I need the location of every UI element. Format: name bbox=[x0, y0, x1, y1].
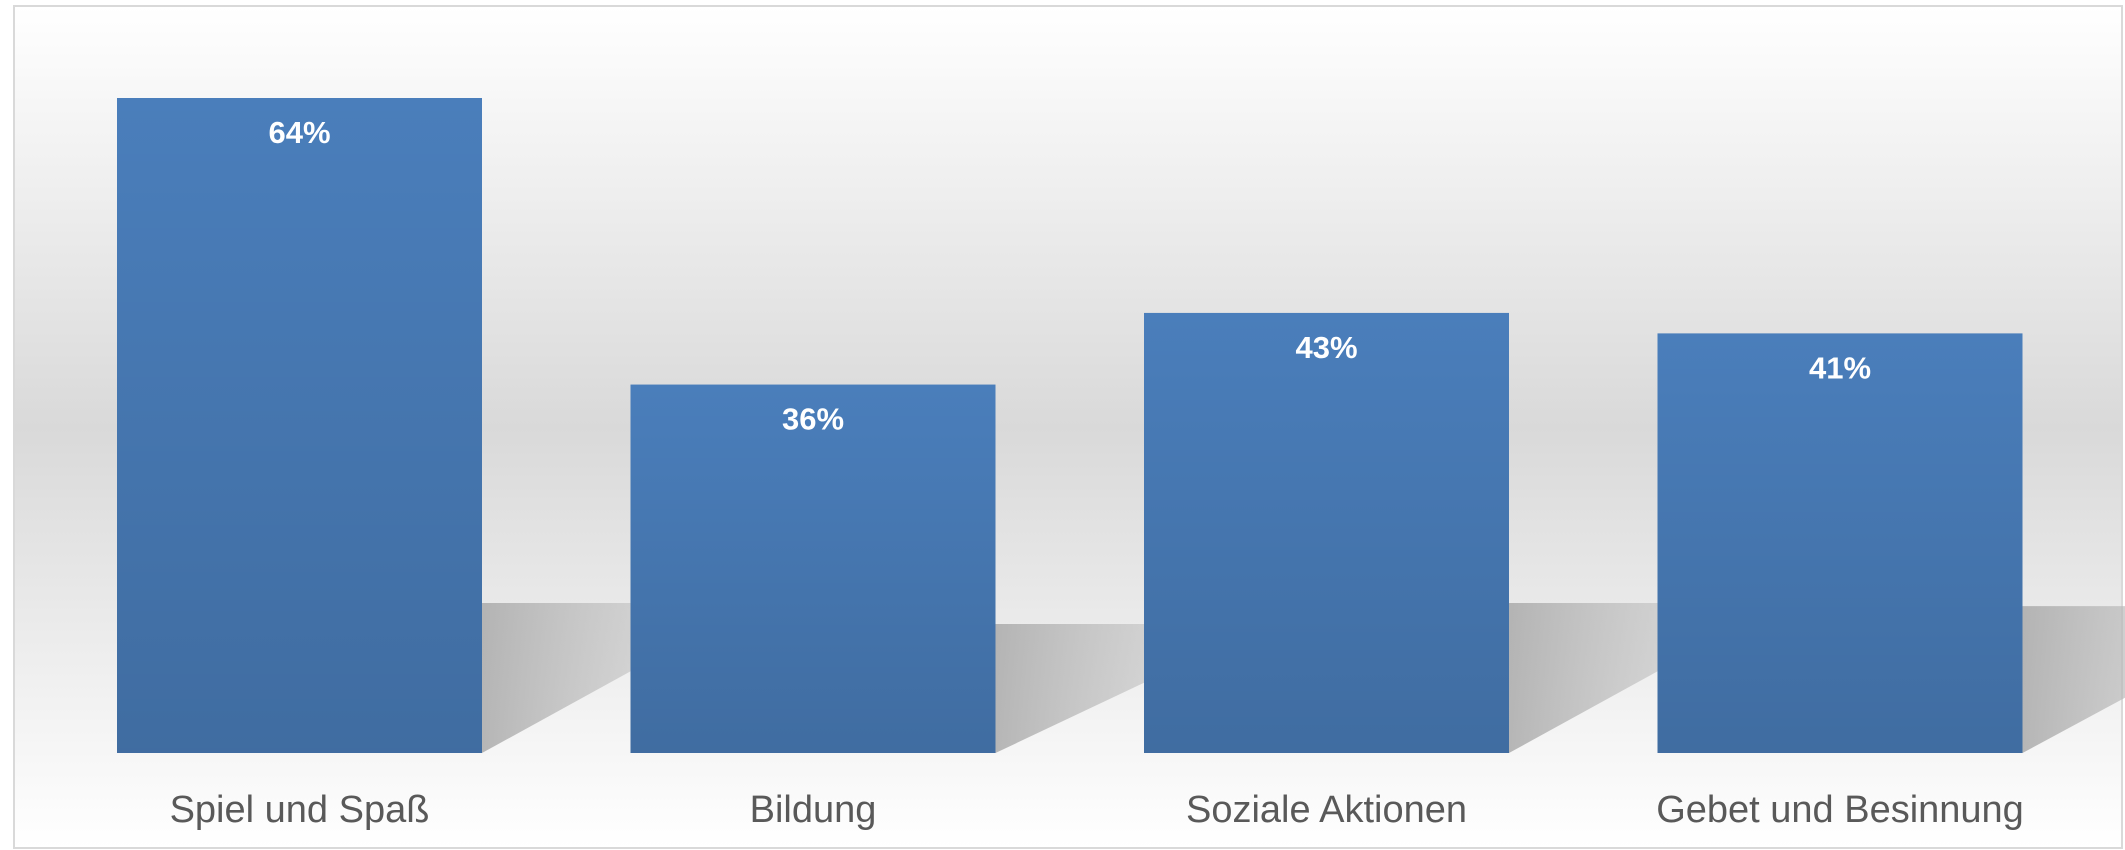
x-tick-label: Bildung bbox=[750, 789, 877, 831]
bar-shade bbox=[117, 98, 482, 753]
x-tick-label: Soziale Aktionen bbox=[1186, 789, 1467, 831]
bar-shade bbox=[630, 384, 996, 753]
bar-shade bbox=[1657, 333, 2023, 753]
value-label: 43% bbox=[1295, 330, 1357, 365]
x-tick-label: Spiel und Spaß bbox=[170, 789, 430, 831]
bar-shadow bbox=[1509, 603, 1659, 753]
bar-shadow bbox=[995, 624, 1146, 753]
x-tick-label: Gebet und Besinnung bbox=[1656, 789, 2024, 831]
bar-shadow bbox=[2022, 606, 2125, 753]
value-label: 64% bbox=[268, 115, 330, 150]
value-label: 36% bbox=[782, 402, 844, 437]
bar-shade bbox=[1144, 312, 1509, 753]
value-label: 41% bbox=[1809, 350, 1871, 385]
bar-shadow bbox=[482, 603, 632, 753]
